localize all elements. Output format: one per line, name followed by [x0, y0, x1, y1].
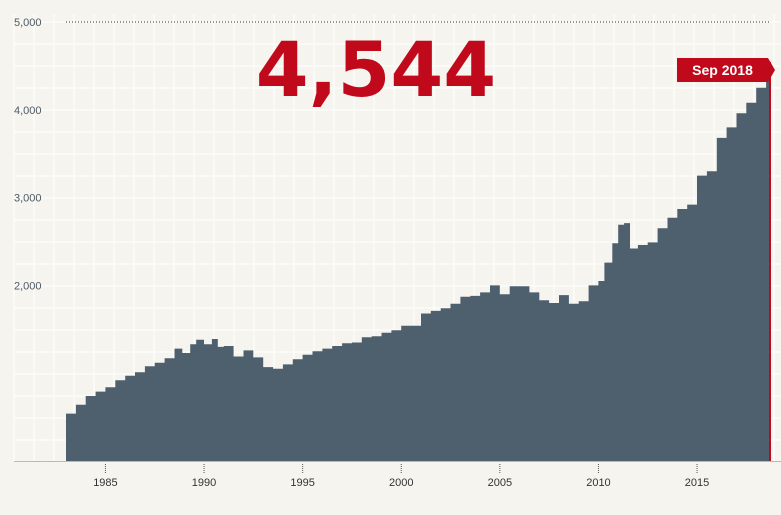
y-axis: 2,000 3,000 4,000 5,000 [14, 17, 42, 292]
y-tick-label: 2,000 [14, 280, 42, 292]
headline-value: 4,544 [256, 25, 496, 114]
x-tick-label: 1995 [290, 477, 314, 489]
area-layer [66, 62, 771, 461]
x-tick-label: 1990 [192, 477, 216, 489]
x-tick-label: 2000 [389, 477, 413, 489]
y-tick-label: 4,000 [14, 105, 42, 117]
latest-flag-label: Sep 2018 [692, 62, 753, 78]
x-tick-label: 1985 [93, 477, 117, 489]
x-tick-label: 2010 [586, 477, 610, 489]
latest-flag: Sep 2018 [677, 58, 776, 82]
x-tick-label: 2005 [488, 477, 512, 489]
latest-flag-shape [677, 58, 776, 82]
y-tick-label: 5,000 [14, 17, 42, 29]
x-axis: 1985 1990 1995 2000 2005 2010 2015 [93, 464, 709, 489]
x-tick-label: 2015 [685, 477, 709, 489]
y-tick-label: 3,000 [14, 193, 42, 205]
series-area [66, 62, 771, 461]
